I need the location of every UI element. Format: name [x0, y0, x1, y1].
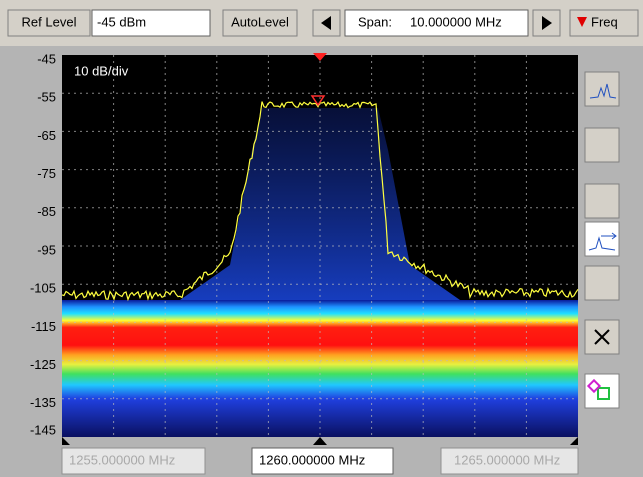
span-value: 10.000000 MHz: [410, 14, 502, 29]
center-freq: 1260.000000 MHz: [259, 452, 365, 467]
start-freq-box[interactable]: [61, 447, 206, 475]
freq-marker-icon: [577, 17, 587, 27]
stop-freq-box[interactable]: [440, 447, 579, 475]
autolevel-button[interactable]: [222, 9, 298, 37]
span-tool-button[interactable]: [584, 221, 620, 257]
center-triangle: [313, 437, 327, 445]
freq-label: Freq: [591, 14, 618, 29]
ref-level-value: -45 dBm: [97, 14, 146, 29]
waterfall-button[interactable]: [584, 127, 620, 163]
center-freq-box[interactable]: [251, 447, 394, 475]
y-label: -75: [37, 166, 56, 181]
side-toolbar: [584, 71, 620, 409]
y-label: -85: [37, 204, 56, 219]
y-label: -105: [30, 281, 56, 296]
span-label: Span:: [358, 14, 392, 29]
y-label: -95: [37, 242, 56, 257]
y-label: -145: [30, 422, 56, 437]
ref-level-button[interactable]: [7, 9, 91, 37]
ref-level-label: Ref Level: [22, 14, 77, 29]
start-triangle: [62, 437, 70, 445]
peak-marker: [310, 95, 326, 107]
icon: [597, 387, 610, 400]
span-input[interactable]: [344, 9, 529, 37]
stop-triangle: [570, 437, 578, 445]
density-button[interactable]: [584, 183, 620, 219]
y-label: -55: [37, 90, 56, 105]
stop-freq: 1265.000000 MHz: [454, 452, 560, 467]
y-label: -115: [31, 319, 56, 334]
y-label: -45: [37, 51, 56, 66]
undo-button[interactable]: [584, 265, 620, 301]
ref-level-input[interactable]: [91, 9, 211, 37]
center-marker: [313, 53, 327, 61]
trace-view-button[interactable]: [584, 71, 620, 107]
left-arrow: [321, 16, 331, 30]
icon: [594, 329, 610, 345]
autolevel-label: AutoLevel: [231, 14, 289, 29]
y-label: -135: [30, 395, 56, 410]
marker-button[interactable]: [584, 373, 620, 409]
icon: [588, 232, 617, 251]
scale-label: 10 dB/div: [74, 63, 129, 78]
icon: [586, 378, 602, 394]
y-label: -65: [37, 128, 56, 143]
right-arrow: [542, 16, 552, 30]
icon: [589, 83, 617, 99]
y-label: -125: [30, 357, 56, 372]
start-freq: 1255.000000 MHz: [69, 452, 175, 467]
